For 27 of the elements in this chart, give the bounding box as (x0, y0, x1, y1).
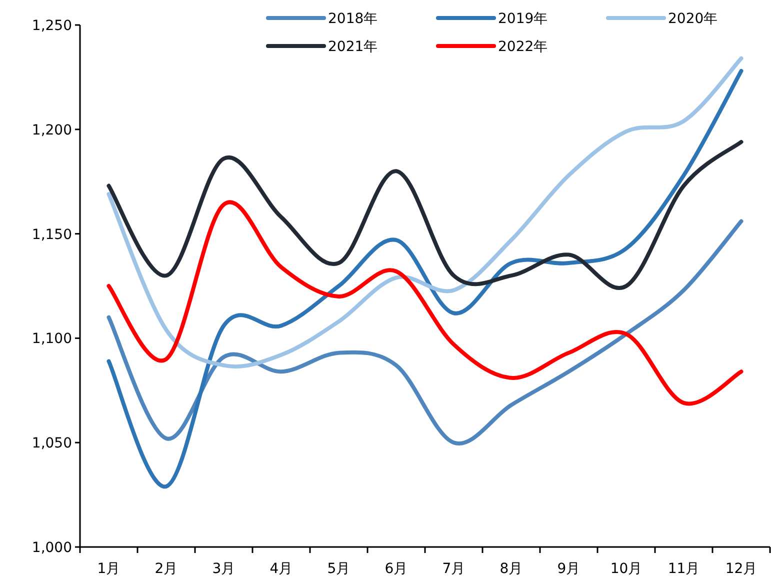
x-tick-label: 6月 (384, 561, 408, 577)
x-tick-label: 3月 (212, 561, 236, 577)
legend-label: 2021年 (328, 39, 378, 55)
legend-label: 2019年 (498, 11, 548, 27)
x-tick-label: 8月 (500, 561, 523, 577)
x-tick-label: 11月 (668, 561, 700, 577)
legend-label: 2018年 (328, 11, 378, 27)
x-tick-label: 5月 (327, 561, 350, 577)
y-tick-label: 1,200 (32, 122, 72, 138)
line-series (106, 68, 744, 488)
y-tick-label: 1,250 (32, 18, 72, 34)
x-tick-label: 10月 (610, 561, 642, 577)
y-tick-label: 1,150 (32, 226, 72, 243)
x-tick-label: 9月 (557, 561, 580, 577)
x-tick-label: 7月 (442, 561, 466, 577)
line-series (106, 140, 744, 290)
x-tick-label: 2月 (154, 561, 178, 577)
y-tick-label: 1,050 (32, 436, 72, 452)
x-tick-label: 4月 (270, 561, 293, 577)
legend-label: 2022年 (498, 39, 548, 55)
y-tick-label: 1,100 (32, 331, 72, 348)
line-series (106, 56, 744, 368)
x-tick-label: 1月 (97, 561, 120, 577)
line-series (106, 219, 744, 446)
x-tick-label: 12月 (725, 561, 758, 577)
y-tick-label: 1,000 (32, 540, 72, 556)
legend-label: 2020年 (668, 11, 718, 27)
